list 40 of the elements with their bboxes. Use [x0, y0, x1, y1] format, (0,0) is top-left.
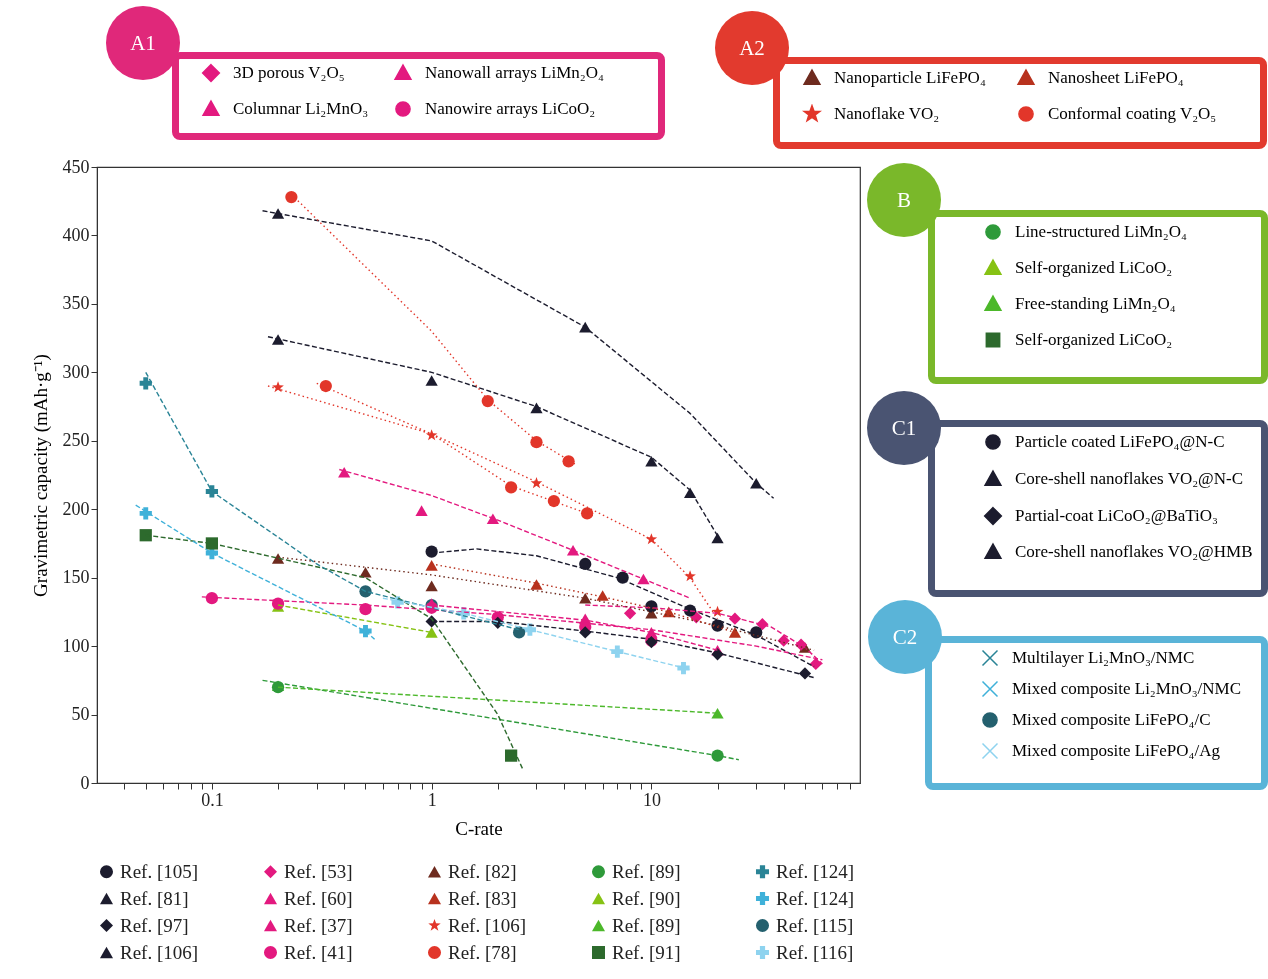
x-tick-label: 10 — [642, 789, 661, 810]
y-tick-label: 450 — [62, 156, 90, 177]
y-tick-label: 250 — [62, 430, 90, 451]
x-axis-title: C-rate — [455, 817, 503, 839]
legend-label: Ref. [115] — [776, 914, 854, 936]
y-tick-label: 50 — [71, 704, 90, 725]
key-box: 3D porous V₂O₅ Nanowall arrays LiMn₂O₄ Columnar Li₂MnO₃ Nanowire arrays LiCoO₂ — [172, 52, 665, 140]
legend-label: Ref. [60] — [284, 887, 353, 909]
y-tick-label: 350 — [62, 293, 90, 314]
key-box: Line-structured LiMn₂O₄ Self-organized LiCoO₂ Free-standing LiMn₂O₄ Self-organized LiCoO₂ — [928, 210, 1268, 384]
key-box: Particle coated LiFePO₄@N-C Core-shell nanoflakes VO₂@N-C Partial-coat LiCoO₂@BaTiO₃ Core-shell nanoflakes VO₂@HMB — [928, 420, 1268, 597]
legend-label: Ref. [82] — [448, 860, 517, 882]
legend-label: Ref. [83] — [448, 887, 517, 909]
y-tick-label: 150 — [62, 567, 90, 588]
legend-label: Ref. [81] — [120, 887, 189, 909]
x-tick-label: 1 — [427, 789, 437, 810]
legend-label: Ref. [105] — [120, 860, 199, 882]
legend-label: Ref. [37] — [284, 914, 353, 936]
legend-label: Ref. [90] — [612, 887, 681, 909]
legend-label: Ref. [97] — [120, 914, 189, 936]
legend-label: Ref. [106] — [120, 941, 199, 963]
legend-label: Ref. [89] — [612, 914, 681, 936]
legend-label: Ref. [53] — [284, 860, 353, 882]
legend-label: Ref. [91] — [612, 941, 681, 963]
y-tick-label: 300 — [62, 361, 90, 382]
y-tick-label: 100 — [62, 635, 90, 656]
legend-label: Ref. [106] — [448, 914, 527, 936]
legend-label: Ref. [78] — [448, 941, 517, 963]
legend-label: Ref. [124] — [776, 860, 855, 882]
legend-label: Ref. [41] — [284, 941, 353, 963]
key-box: Nanoparticle LiFePO₄ Nanosheet LiFePO₄ Nanoflake VO₂ Conformal coating V₂O₅ — [773, 57, 1267, 149]
legend-label: Ref. [124] — [776, 887, 855, 909]
y-axis-title: Gravimetric capacity (mAh·g⁻¹) — [29, 354, 52, 597]
legend-label: Ref. [116] — [776, 941, 854, 963]
y-tick-label: 200 — [62, 498, 90, 519]
y-tick-label: 0 — [80, 772, 90, 793]
y-tick-label: 400 — [62, 224, 90, 245]
legend-label: Ref. [89] — [612, 860, 681, 882]
key-box: Multilayer Li₂MnO₃/NMC Mixed composite Li₂MnO₃/NMC Mixed composite LiFePO₄/C Mixed composite LiFePO₄/Ag — [925, 636, 1268, 790]
x-tick-label: 0.1 — [201, 789, 224, 810]
